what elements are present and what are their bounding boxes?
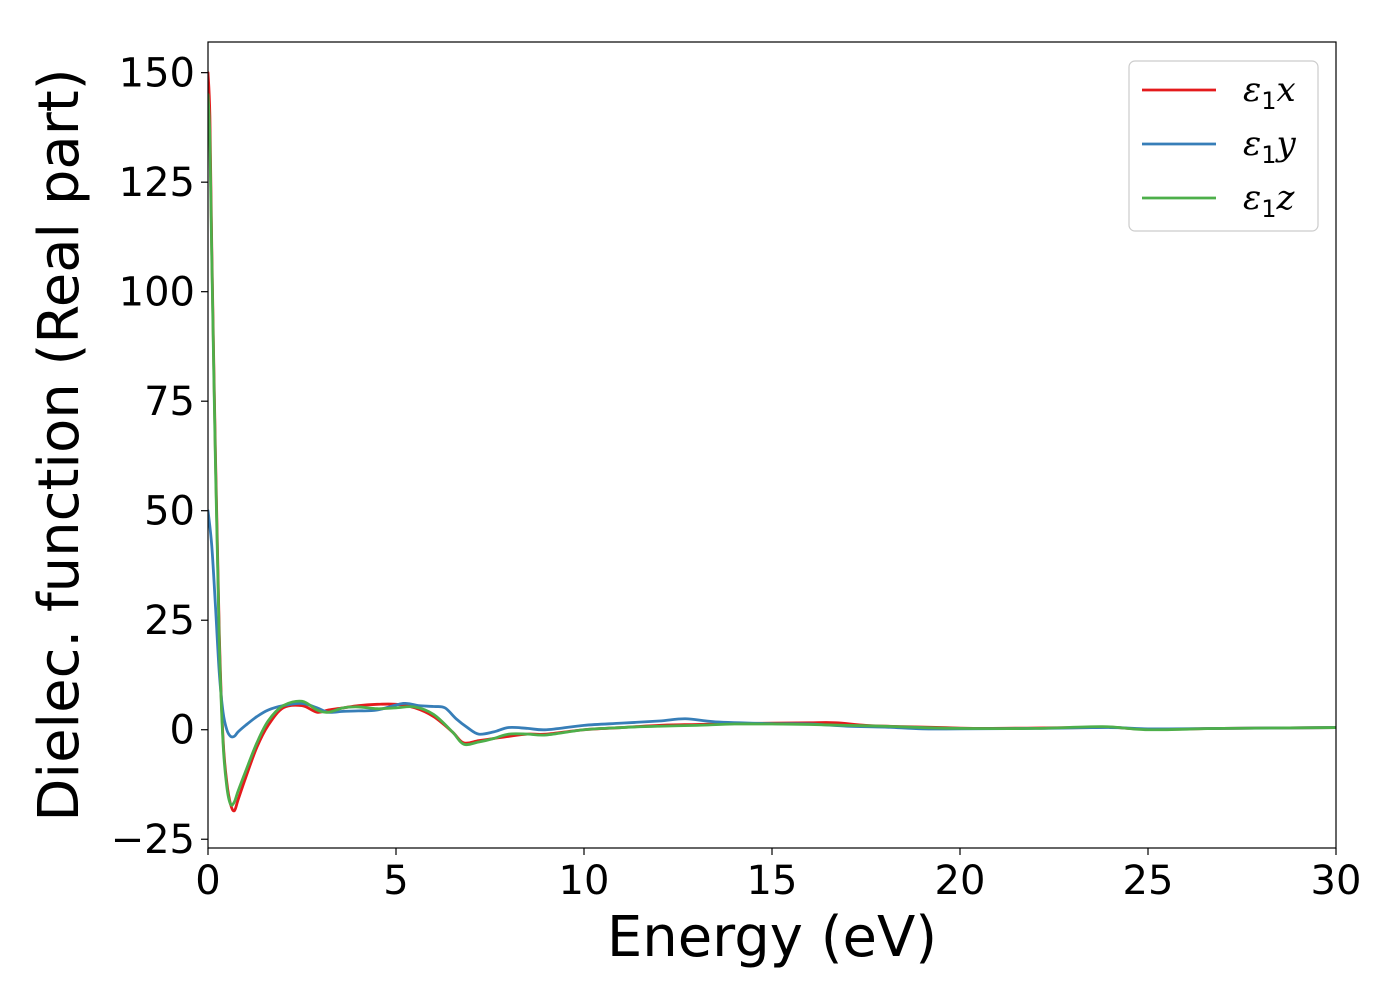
x-tick-label: 5 <box>383 858 408 904</box>
x-tick-label: 25 <box>1123 858 1174 904</box>
x-tick-label: 20 <box>935 858 986 904</box>
legend-symbol: ε <box>1243 124 1261 164</box>
y-axis: −25 0 25 50 75 100 125 150 <box>111 51 208 863</box>
y-tick-label: 50 <box>144 489 195 535</box>
y-tick-label: 150 <box>119 51 195 97</box>
x-tick-label: 0 <box>195 858 220 904</box>
y-tick-label: 0 <box>170 708 195 754</box>
legend-subscript: 1 <box>1261 87 1276 115</box>
x-tick-label: 10 <box>559 858 610 904</box>
legend-symbol: ε <box>1243 70 1261 110</box>
legend-entry-x: ε1x <box>1243 70 1296 115</box>
x-tick-label: 30 <box>1311 858 1362 904</box>
series-line-z <box>208 93 1336 807</box>
y-axis-title: Dielec. function (Real part) <box>27 68 92 821</box>
legend-box <box>1128 60 1319 232</box>
y-tick-label: 125 <box>119 160 195 206</box>
y-tick-label: −25 <box>111 817 195 863</box>
legend-entry-z: ε1z <box>1243 178 1296 223</box>
x-axis: 0 5 10 15 20 25 30 <box>195 848 1361 904</box>
legend-entry-y: ε1y <box>1243 124 1297 169</box>
x-tick-label: 15 <box>747 858 798 904</box>
legend-symbol: ε <box>1243 178 1261 218</box>
series-layer <box>208 71 1336 813</box>
legend-suffix: x <box>1277 70 1296 110</box>
legend-suffix: y <box>1275 124 1297 164</box>
x-axis-title: Energy (eV) <box>607 905 937 970</box>
legend-subscript: 1 <box>1261 141 1276 169</box>
y-tick-label: 25 <box>144 598 195 644</box>
legend-subscript: 1 <box>1261 195 1276 223</box>
legend-suffix: z <box>1276 178 1296 218</box>
y-tick-label: 75 <box>144 379 195 425</box>
y-tick-label: 100 <box>119 270 195 316</box>
